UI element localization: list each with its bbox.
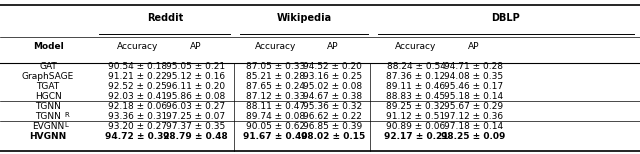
Text: 88.83 ± 0.45: 88.83 ± 0.45 <box>387 92 445 101</box>
Text: GraphSAGE: GraphSAGE <box>22 72 74 81</box>
Text: 91.67 ± 0.40: 91.67 ± 0.40 <box>243 132 307 141</box>
Text: 97.37 ± 0.35: 97.37 ± 0.35 <box>166 122 225 131</box>
Text: 87.65 ± 0.24: 87.65 ± 0.24 <box>246 82 305 91</box>
Text: 94.08 ± 0.35: 94.08 ± 0.35 <box>444 72 503 81</box>
Text: 85.21 ± 0.28: 85.21 ± 0.28 <box>246 72 305 81</box>
Text: R: R <box>64 112 68 118</box>
Text: 92.03 ± 0.41: 92.03 ± 0.41 <box>108 92 167 101</box>
Text: 94.67 ± 0.38: 94.67 ± 0.38 <box>303 92 362 101</box>
Text: 95.18 ± 0.14: 95.18 ± 0.14 <box>444 92 503 101</box>
Text: 88.24 ± 0.54: 88.24 ± 0.54 <box>387 62 445 71</box>
Text: 96.62 ± 0.22: 96.62 ± 0.22 <box>303 112 362 121</box>
Text: Wikipedia: Wikipedia <box>276 14 332 23</box>
Text: 89.25 ± 0.32: 89.25 ± 0.32 <box>387 102 445 111</box>
Text: 87.05 ± 0.33: 87.05 ± 0.33 <box>246 62 305 71</box>
Text: 90.05 ± 0.62: 90.05 ± 0.62 <box>246 122 305 131</box>
Text: 95.05 ± 0.21: 95.05 ± 0.21 <box>166 62 225 71</box>
Text: 95.02 ± 0.08: 95.02 ± 0.08 <box>303 82 362 91</box>
Text: 92.17 ± 0.21: 92.17 ± 0.21 <box>384 132 448 141</box>
Text: EVGNN: EVGNN <box>32 122 64 131</box>
Text: Accuracy: Accuracy <box>117 42 158 51</box>
Text: TGAT: TGAT <box>36 82 60 91</box>
Text: 94.72 ± 0.32: 94.72 ± 0.32 <box>106 132 170 141</box>
Text: TGNN: TGNN <box>35 112 61 121</box>
Text: 98.02 ± 0.15: 98.02 ± 0.15 <box>301 132 365 141</box>
Text: Model: Model <box>33 42 63 51</box>
Text: 91.12 ± 0.51: 91.12 ± 0.51 <box>387 112 445 121</box>
Text: 95.36 ± 0.32: 95.36 ± 0.32 <box>303 102 362 111</box>
Text: 87.12 ± 0.33: 87.12 ± 0.33 <box>246 92 305 101</box>
Text: AP: AP <box>189 42 201 51</box>
Text: 97.25 ± 0.07: 97.25 ± 0.07 <box>166 112 225 121</box>
Text: 88.11 ± 0.47: 88.11 ± 0.47 <box>246 102 305 111</box>
Text: GAT: GAT <box>39 62 57 71</box>
Text: L: L <box>64 122 68 128</box>
Text: 90.89 ± 0.06: 90.89 ± 0.06 <box>387 122 445 131</box>
Text: Accuracy: Accuracy <box>255 42 296 51</box>
Text: 92.18 ± 0.06: 92.18 ± 0.06 <box>108 102 167 111</box>
Text: 96.11 ± 0.20: 96.11 ± 0.20 <box>166 82 225 91</box>
Text: Accuracy: Accuracy <box>396 42 436 51</box>
Text: 98.79 ± 0.48: 98.79 ± 0.48 <box>163 132 228 141</box>
Text: 94.52 ± 0.20: 94.52 ± 0.20 <box>303 62 362 71</box>
Text: 93.20 ± 0.27: 93.20 ± 0.27 <box>108 122 167 131</box>
Text: TGNN: TGNN <box>35 102 61 111</box>
Text: 97.18 ± 0.14: 97.18 ± 0.14 <box>444 122 503 131</box>
Text: Reddit: Reddit <box>147 14 183 23</box>
Text: 96.03 ± 0.27: 96.03 ± 0.27 <box>166 102 225 111</box>
Text: 96.85 ± 0.39: 96.85 ± 0.39 <box>303 122 362 131</box>
Text: 89.74 ± 0.08: 89.74 ± 0.08 <box>246 112 305 121</box>
Text: 91.21 ± 0.22: 91.21 ± 0.22 <box>108 72 167 81</box>
Text: 92.52 ± 0.25: 92.52 ± 0.25 <box>108 82 167 91</box>
Text: 95.86 ± 0.08: 95.86 ± 0.08 <box>166 92 225 101</box>
Text: 97.12 ± 0.36: 97.12 ± 0.36 <box>444 112 503 121</box>
Text: 94.71 ± 0.28: 94.71 ± 0.28 <box>444 62 503 71</box>
Text: AP: AP <box>468 42 479 51</box>
Text: 93.16 ± 0.25: 93.16 ± 0.25 <box>303 72 362 81</box>
Text: 89.11 ± 0.46: 89.11 ± 0.46 <box>387 82 445 91</box>
Text: 93.36 ± 0.31: 93.36 ± 0.31 <box>108 112 167 121</box>
Text: 95.12 ± 0.16: 95.12 ± 0.16 <box>166 72 225 81</box>
Text: 95.46 ± 0.17: 95.46 ± 0.17 <box>444 82 503 91</box>
Text: 98.25 ± 0.09: 98.25 ± 0.09 <box>442 132 506 141</box>
Text: HVGNN: HVGNN <box>29 132 67 141</box>
Text: HGCN: HGCN <box>35 92 61 101</box>
Text: AP: AP <box>327 42 339 51</box>
Text: 95.67 ± 0.29: 95.67 ± 0.29 <box>444 102 503 111</box>
Text: 90.54 ± 0.18: 90.54 ± 0.18 <box>108 62 167 71</box>
Text: DBLP: DBLP <box>492 14 520 23</box>
Text: 87.36 ± 0.12: 87.36 ± 0.12 <box>387 72 445 81</box>
